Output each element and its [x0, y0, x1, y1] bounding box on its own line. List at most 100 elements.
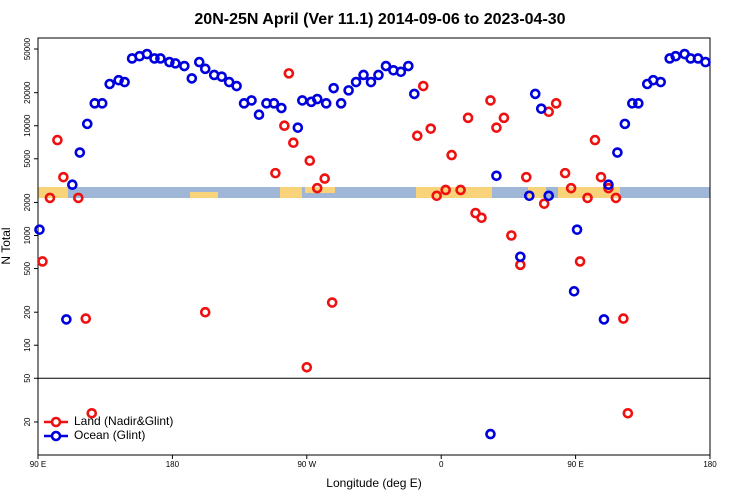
- point: [568, 286, 580, 297]
- x-axis-label: Longitude (deg E): [326, 476, 421, 490]
- x-tick-label: 90 E: [30, 460, 46, 469]
- point: [319, 173, 331, 184]
- point: [627, 98, 638, 109]
- point: [595, 171, 607, 183]
- point: [670, 50, 681, 62]
- point: [524, 190, 535, 202]
- point: [37, 256, 48, 267]
- point: [543, 190, 555, 202]
- point: [104, 78, 115, 90]
- point: [550, 98, 562, 109]
- point: [350, 76, 362, 88]
- point: [164, 56, 175, 68]
- point: [186, 73, 198, 84]
- point: [358, 69, 369, 81]
- point: [74, 147, 86, 158]
- point: [619, 118, 631, 130]
- point: [311, 93, 323, 105]
- point: [67, 179, 78, 191]
- y-tick-label: 5000: [23, 149, 32, 167]
- point: [81, 118, 93, 130]
- point: [44, 192, 56, 204]
- y-tick-label: 50: [23, 373, 32, 382]
- point: [320, 98, 332, 109]
- legend-marker: [50, 416, 62, 428]
- point: [633, 98, 644, 109]
- x-tick-label: 90 E: [567, 460, 583, 469]
- point: [412, 130, 423, 142]
- point: [485, 95, 496, 106]
- point: [603, 179, 614, 191]
- point: [417, 80, 429, 92]
- point: [574, 256, 586, 267]
- point: [276, 102, 287, 114]
- point: [253, 109, 265, 121]
- y-tick-label: 1000: [23, 226, 32, 244]
- point: [498, 112, 510, 124]
- point: [270, 167, 281, 179]
- point: [199, 306, 211, 318]
- point: [431, 190, 443, 202]
- point: [403, 60, 414, 72]
- point: [149, 53, 160, 64]
- point: [365, 76, 377, 88]
- point: [700, 56, 711, 68]
- point: [618, 313, 629, 324]
- y-tick-label: 200: [23, 305, 32, 319]
- point: [34, 224, 45, 235]
- point: [425, 123, 437, 134]
- point: [455, 184, 466, 196]
- point: [612, 147, 623, 158]
- point: [268, 98, 280, 109]
- point: [119, 76, 130, 88]
- plot-frame: [37, 37, 711, 456]
- point: [311, 182, 323, 194]
- point: [538, 198, 550, 209]
- point: [521, 171, 532, 183]
- point: [283, 68, 295, 79]
- point: [343, 85, 354, 96]
- point: [73, 192, 84, 204]
- point: [141, 48, 153, 60]
- x-tick-label: 180: [166, 460, 180, 469]
- point: [571, 224, 583, 235]
- y-tick-label: 100: [23, 338, 32, 352]
- point: [301, 361, 313, 373]
- point: [328, 82, 339, 94]
- point: [96, 98, 108, 109]
- point: [440, 184, 451, 196]
- y-tick-label: 50000: [23, 37, 32, 60]
- point: [565, 182, 577, 194]
- point: [297, 95, 308, 106]
- point: [199, 63, 211, 75]
- y-axis-label: N Total: [0, 227, 13, 264]
- y-tick-label: 20: [23, 417, 32, 426]
- y-tick-label: 10000: [23, 114, 32, 137]
- point: [326, 297, 338, 308]
- point: [529, 88, 541, 100]
- point: [80, 313, 92, 324]
- point: [589, 134, 601, 146]
- point: [170, 58, 181, 69]
- point: [582, 192, 593, 204]
- point: [193, 56, 205, 68]
- x-tick-label: 90 W: [297, 460, 316, 469]
- point: [535, 103, 547, 114]
- y-tick-label: 500: [23, 261, 32, 275]
- point: [288, 137, 299, 149]
- point: [380, 60, 392, 72]
- point: [155, 53, 166, 64]
- point: [58, 171, 69, 183]
- point: [559, 167, 571, 179]
- y-tick-label: 20000: [23, 81, 32, 104]
- point: [231, 80, 242, 92]
- point: [506, 230, 517, 241]
- x-tick-label: 180: [703, 460, 717, 469]
- point: [279, 120, 290, 132]
- point: [216, 71, 227, 82]
- point: [462, 112, 474, 124]
- point: [610, 192, 622, 204]
- point: [409, 88, 420, 100]
- point: [476, 212, 487, 224]
